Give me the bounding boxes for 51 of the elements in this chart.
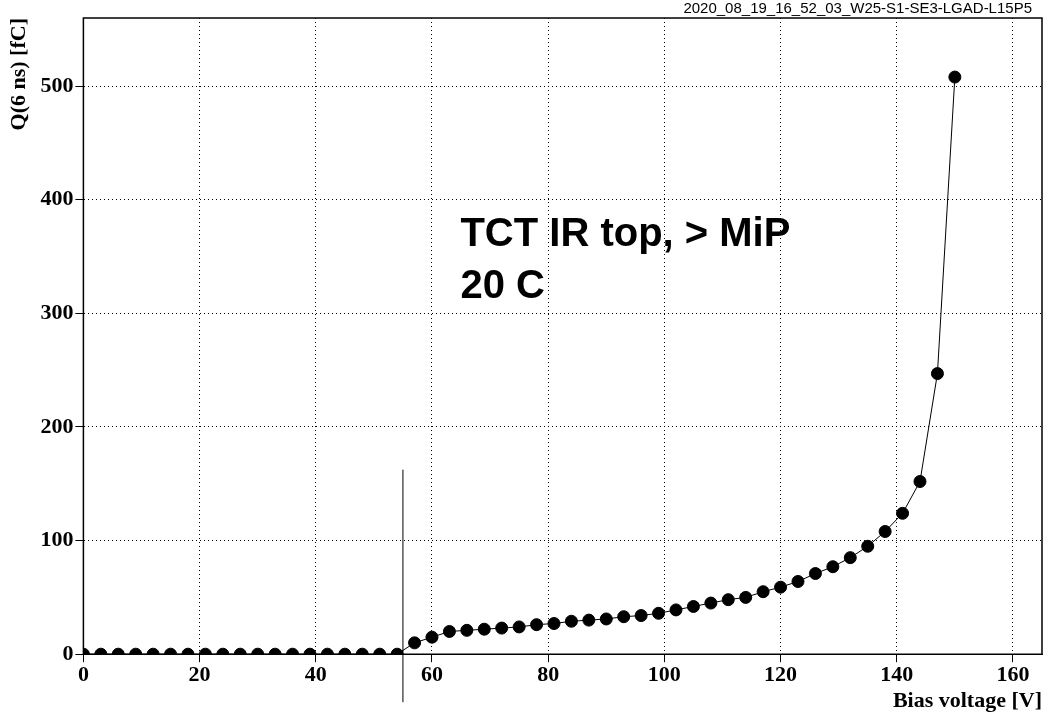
- point: [896, 506, 910, 520]
- point: [652, 606, 666, 620]
- point: [442, 624, 456, 638]
- y-axis-title: Q(6 ns) [fC]: [4, 18, 30, 131]
- point: [704, 596, 718, 610]
- point: [477, 622, 491, 636]
- x-tick-label: 160: [996, 661, 1030, 687]
- point: [808, 567, 822, 581]
- point: [791, 574, 805, 588]
- x-tick-label: 20: [188, 661, 211, 687]
- y-tick-label: 200: [40, 412, 74, 438]
- x-axis-title: Bias voltage [V]: [892, 687, 1042, 713]
- point: [564, 614, 578, 628]
- point: [739, 590, 753, 604]
- point: [756, 585, 770, 599]
- point: [913, 475, 927, 489]
- point: [617, 610, 631, 624]
- point: [599, 612, 613, 626]
- x-tick-label: 60: [420, 661, 443, 687]
- point: [948, 70, 962, 84]
- text: 2020_08_19_16_52_03_W25-S1-SE3-LGAD-L15P5: [683, 0, 1032, 16]
- point: [582, 613, 596, 627]
- point: [843, 551, 857, 565]
- y-tick-label: 300: [40, 299, 74, 325]
- point: [721, 593, 735, 607]
- point: [425, 630, 439, 644]
- point: [460, 623, 474, 637]
- y-tick-label: 100: [40, 526, 74, 552]
- point: [686, 599, 700, 613]
- point: [930, 367, 944, 381]
- x-tick-label: 40: [304, 661, 327, 687]
- point: [512, 620, 526, 634]
- point: [530, 618, 544, 632]
- point: [878, 525, 892, 538]
- point: [495, 621, 509, 635]
- point: [826, 560, 840, 574]
- y-tick-label: 500: [40, 71, 74, 97]
- annotation: TCT IR top, > MiP: [460, 210, 791, 254]
- point: [547, 617, 561, 631]
- point: [861, 539, 875, 553]
- point: [408, 636, 422, 650]
- x-tick-label: 120: [764, 661, 798, 687]
- point: [774, 580, 788, 594]
- point: [634, 609, 648, 623]
- y-tick-label: 0: [62, 639, 74, 665]
- x-tick-label: 100: [647, 661, 681, 687]
- x-tick-label: 140: [880, 661, 914, 687]
- x-tick-label: 80: [537, 661, 560, 687]
- y-tick-label: 400: [40, 185, 74, 211]
- annotation: 20 C: [460, 262, 545, 306]
- point: [669, 603, 683, 617]
